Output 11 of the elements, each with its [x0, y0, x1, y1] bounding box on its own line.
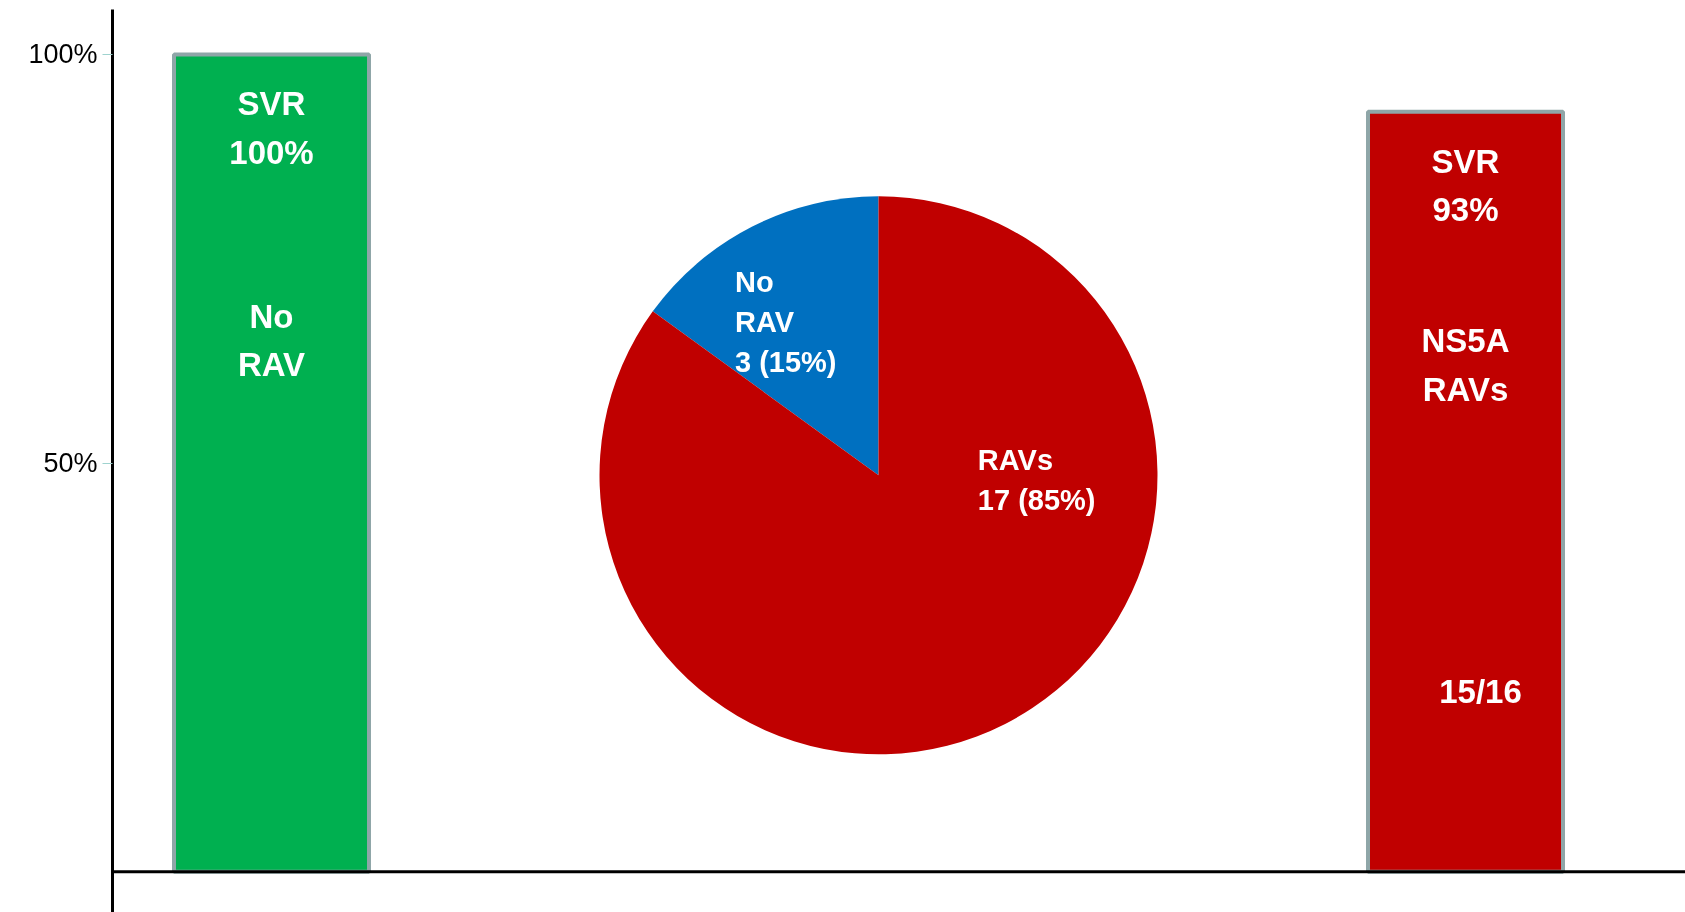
annotation: 15/16 — [1439, 673, 1522, 711]
slice-label: RAVs — [977, 444, 1054, 477]
data-label: SVR 93% — [1431, 142, 1500, 228]
slice-label: No RAV — [734, 266, 795, 339]
annotation: NS5A RAVs — [1421, 322, 1510, 408]
y-tick-label: 100% — [28, 39, 98, 70]
data-label: SVR 100% — [229, 85, 314, 171]
y-tick-label: 50% — [43, 448, 98, 479]
annotation: No RAV — [237, 297, 306, 384]
data-label: 3 (15%) — [734, 346, 837, 379]
data-label: 17 (85%) — [977, 484, 1096, 517]
